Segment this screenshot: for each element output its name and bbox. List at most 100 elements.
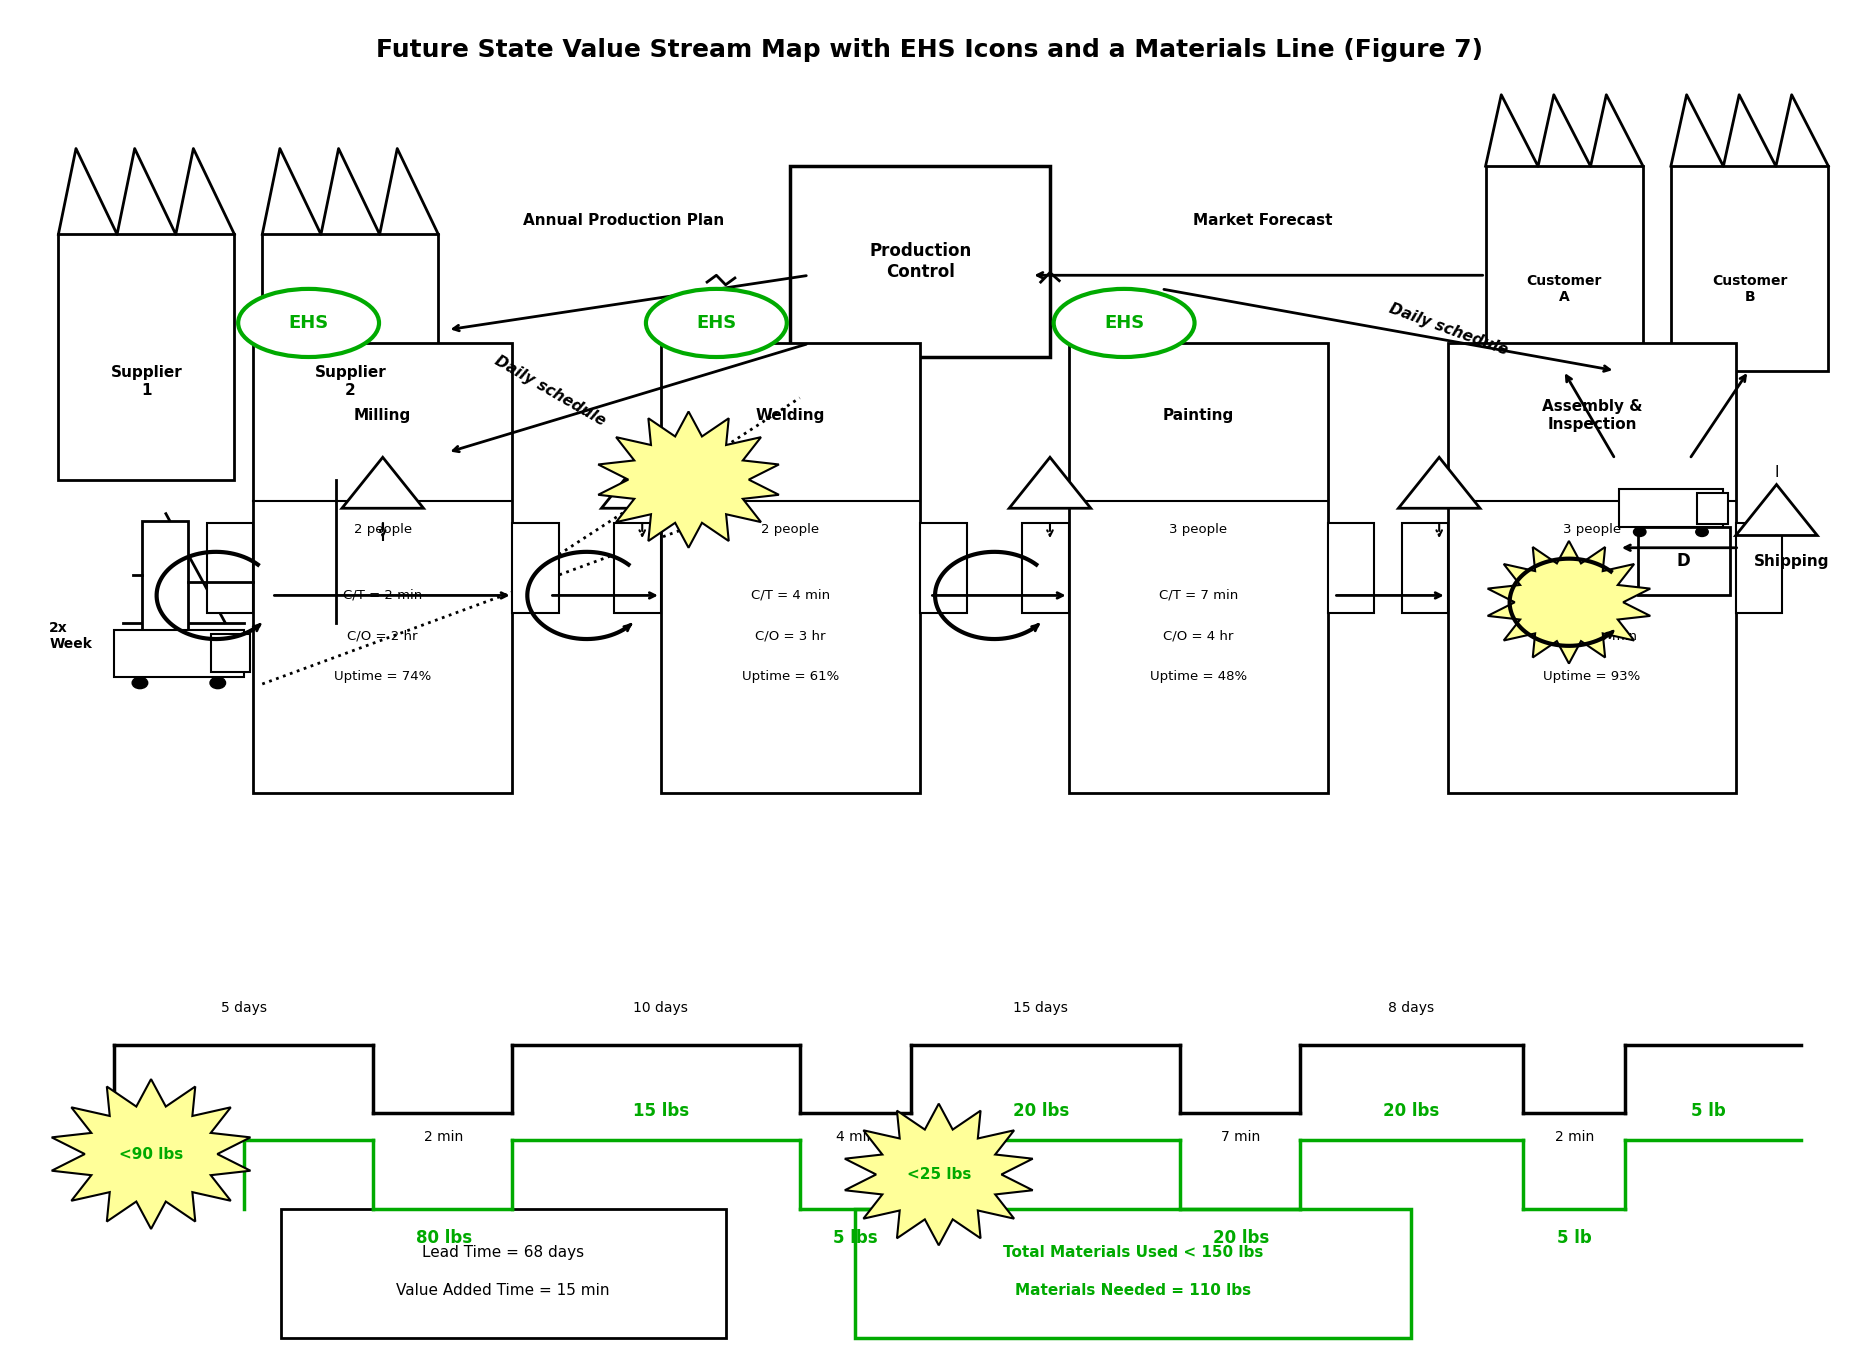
- Text: 5 lbs: 5 lbs: [833, 1228, 877, 1248]
- Polygon shape: [1736, 484, 1818, 535]
- Text: EHS: EHS: [1104, 313, 1145, 332]
- Text: Welding: Welding: [757, 408, 825, 423]
- Polygon shape: [1398, 457, 1480, 509]
- Text: 5 lb: 5 lb: [1690, 1103, 1725, 1120]
- Bar: [262, 234, 439, 480]
- Text: <90 lbs: <90 lbs: [119, 1146, 184, 1161]
- Bar: [615, 523, 660, 613]
- Polygon shape: [52, 1079, 251, 1228]
- Polygon shape: [599, 412, 779, 547]
- Text: C/O = 30 min: C/O = 30 min: [1547, 629, 1638, 642]
- Text: 2x
Week: 2x Week: [48, 621, 91, 651]
- Text: C/O = 2 hr: C/O = 2 hr: [348, 629, 418, 642]
- Text: 3 people: 3 people: [1563, 523, 1621, 536]
- Bar: [113, 629, 244, 677]
- Polygon shape: [1009, 457, 1091, 509]
- Text: Supplier
1: Supplier 1: [110, 365, 182, 398]
- Text: 3 people: 3 people: [1169, 523, 1227, 536]
- Bar: [1022, 523, 1069, 613]
- Text: 2 people: 2 people: [353, 523, 413, 536]
- Text: 8 days: 8 days: [1389, 1001, 1435, 1015]
- Text: Future State Value Stream Map with EHS Icons and a Materials Line (Figure 7): Future State Value Stream Map with EHS I…: [376, 38, 1483, 63]
- Bar: [58, 234, 234, 480]
- Text: C/T = 2 min: C/T = 2 min: [344, 588, 422, 602]
- Text: I: I: [1773, 465, 1779, 480]
- Bar: [212, 635, 251, 673]
- Text: 2 min: 2 min: [1554, 1130, 1595, 1144]
- Bar: [513, 523, 560, 613]
- Text: Supplier
2: Supplier 2: [314, 365, 387, 398]
- Text: Market Forecast: Market Forecast: [1193, 213, 1333, 228]
- Text: Daily schedule: Daily schedule: [491, 353, 608, 430]
- Text: EHS: EHS: [288, 313, 329, 332]
- Bar: [1402, 523, 1448, 613]
- Bar: [253, 343, 513, 793]
- Bar: [1638, 527, 1731, 595]
- Text: 7 min: 7 min: [1221, 1130, 1260, 1144]
- Text: Customer
B: Customer B: [1712, 274, 1786, 304]
- Bar: [1671, 167, 1829, 371]
- Text: Painting: Painting: [1162, 408, 1234, 423]
- Bar: [206, 523, 253, 613]
- Ellipse shape: [645, 289, 786, 357]
- Bar: [141, 520, 188, 643]
- FancyBboxPatch shape: [790, 167, 1050, 357]
- Bar: [1069, 343, 1327, 793]
- Text: Uptime = 61%: Uptime = 61%: [742, 669, 838, 683]
- FancyBboxPatch shape: [855, 1208, 1411, 1338]
- Text: Annual Production Plan: Annual Production Plan: [522, 213, 725, 228]
- Circle shape: [210, 677, 225, 688]
- Text: C/O = 3 hr: C/O = 3 hr: [755, 629, 825, 642]
- Bar: [1327, 523, 1374, 613]
- Text: Uptime = 48%: Uptime = 48%: [1149, 669, 1247, 683]
- Text: Uptime = 93%: Uptime = 93%: [1543, 669, 1641, 683]
- Text: Value Added Time = 15 min: Value Added Time = 15 min: [396, 1283, 610, 1298]
- Text: 5 lb: 5 lb: [1558, 1228, 1591, 1248]
- Circle shape: [1695, 527, 1708, 536]
- Text: D: D: [1677, 553, 1690, 570]
- Text: Production
Control: Production Control: [870, 242, 972, 280]
- Text: 5 days: 5 days: [221, 1001, 266, 1015]
- Polygon shape: [342, 457, 424, 509]
- Text: Customer
A: Customer A: [1526, 274, 1602, 304]
- Text: C/T = 4 min: C/T = 4 min: [751, 588, 831, 602]
- Circle shape: [1634, 527, 1645, 536]
- Text: 10 days: 10 days: [634, 1001, 688, 1015]
- Bar: [1485, 167, 1643, 371]
- Ellipse shape: [1054, 289, 1195, 357]
- Text: C/T = 7 min: C/T = 7 min: [1158, 588, 1238, 602]
- Bar: [1697, 492, 1729, 524]
- Bar: [1448, 343, 1736, 793]
- Text: 20 lbs: 20 lbs: [1212, 1228, 1270, 1248]
- Bar: [1736, 523, 1783, 613]
- Text: 2 people: 2 people: [762, 523, 820, 536]
- Bar: [1619, 490, 1723, 527]
- Polygon shape: [1487, 540, 1651, 663]
- Text: EHS: EHS: [697, 313, 736, 332]
- Text: C/O = 4 hr: C/O = 4 hr: [1164, 629, 1233, 642]
- Text: Shipping: Shipping: [1755, 554, 1829, 569]
- Polygon shape: [602, 457, 682, 509]
- Text: Materials Needed = 110 lbs: Materials Needed = 110 lbs: [1015, 1283, 1251, 1298]
- Ellipse shape: [238, 289, 379, 357]
- Text: C/T = 2 min: C/T = 2 min: [1552, 588, 1632, 602]
- Bar: [660, 343, 920, 793]
- Text: Assembly &
Inspection: Assembly & Inspection: [1541, 399, 1641, 431]
- Text: 4 min: 4 min: [837, 1130, 876, 1144]
- Polygon shape: [844, 1104, 1034, 1245]
- Text: Milling: Milling: [353, 408, 411, 423]
- Text: Daily schedule: Daily schedule: [1387, 301, 1510, 358]
- Bar: [920, 523, 967, 613]
- Text: 2 min: 2 min: [424, 1130, 463, 1144]
- Text: 80 lbs: 80 lbs: [416, 1228, 472, 1248]
- Text: 15 days: 15 days: [1013, 1001, 1069, 1015]
- Text: Uptime = 74%: Uptime = 74%: [335, 669, 431, 683]
- Text: Lead Time = 68 days: Lead Time = 68 days: [422, 1245, 584, 1260]
- Circle shape: [132, 677, 147, 688]
- Text: Total Materials Used < 150 lbs: Total Materials Used < 150 lbs: [1004, 1245, 1264, 1260]
- FancyBboxPatch shape: [281, 1208, 725, 1338]
- Text: 20 lbs: 20 lbs: [1383, 1103, 1439, 1120]
- Text: 20 lbs: 20 lbs: [1013, 1103, 1069, 1120]
- Text: 15 lbs: 15 lbs: [632, 1103, 690, 1120]
- Text: <25 lbs: <25 lbs: [907, 1167, 970, 1182]
